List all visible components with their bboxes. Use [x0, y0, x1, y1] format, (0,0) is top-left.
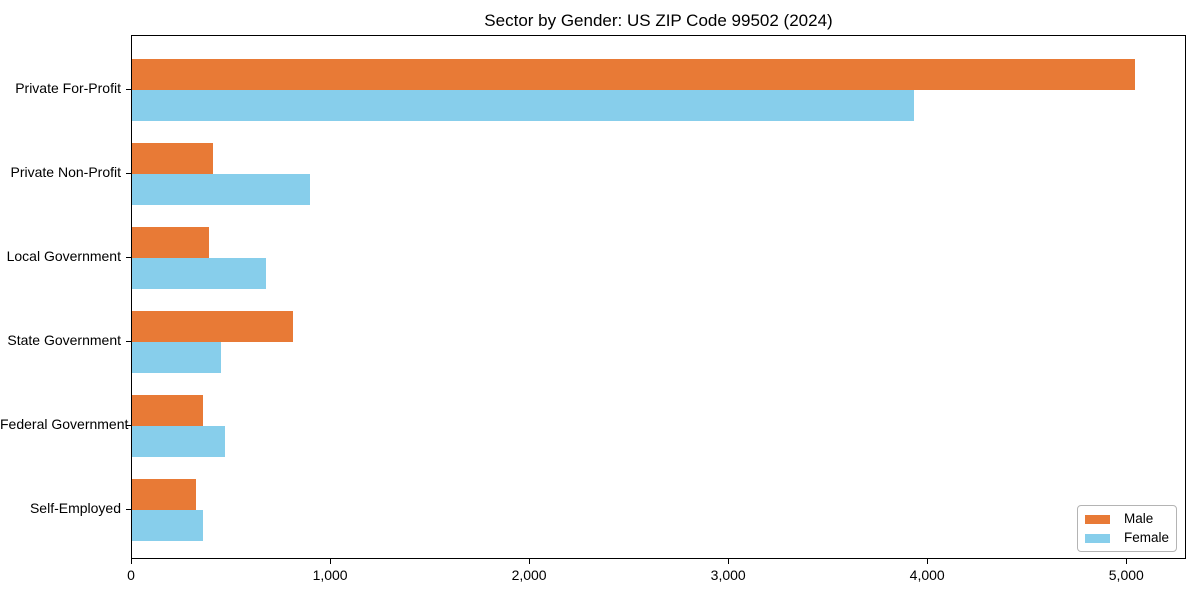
legend-label-female: Female [1123, 530, 1169, 545]
plot-area: Male Female [131, 35, 1186, 559]
x-tick-label-4-000: 4,000 [909, 567, 945, 583]
y-tick-mark [126, 425, 131, 426]
y-tick-label-self-employed: Self-Employed [29, 500, 121, 516]
male-series-swatch [1084, 514, 1110, 524]
x-tick-label-0: 0 [127, 567, 135, 583]
y-tick-label-federal-government: Federal Government [0, 416, 129, 432]
legend-item-female: Female [1084, 530, 1169, 545]
x-tick-label-5-000: 5,000 [1108, 567, 1144, 583]
y-tick-mark [126, 257, 131, 258]
x-tick-label-3-000: 3,000 [710, 567, 746, 583]
y-tick-label-local-government: Local Government [6, 248, 121, 264]
x-tick-mark [529, 559, 531, 564]
y-tick-label-state-government: State Government [7, 332, 121, 348]
y-tick-mark [126, 89, 131, 90]
x-tick-mark [330, 559, 332, 564]
bar-male-local-government [132, 227, 209, 258]
x-tick-mark [728, 559, 730, 564]
y-tick-label-private-non-profit: Private Non-Profit [10, 164, 121, 180]
y-tick-mark [126, 509, 131, 510]
legend-label-male: Male [1123, 511, 1154, 526]
bar-male-private-for-profit [132, 59, 1136, 90]
bar-female-state-government [132, 342, 221, 373]
bar-male-federal-government [132, 395, 203, 426]
legend: Male Female [1076, 505, 1177, 552]
bar-male-state-government [132, 311, 293, 342]
x-tick-mark [927, 559, 929, 564]
bar-female-federal-government [132, 426, 226, 457]
y-tick-mark [126, 173, 131, 174]
x-tick-mark [131, 559, 132, 564]
bar-female-self-employed [132, 510, 203, 541]
bar-male-self-employed [132, 479, 197, 510]
chart-title: Sector by Gender: US ZIP Code 99502 (202… [484, 11, 833, 30]
bar-female-local-government [132, 258, 266, 289]
bar-female-private-for-profit [132, 90, 914, 121]
x-tick-mark [1126, 559, 1128, 564]
y-tick-mark [126, 341, 131, 342]
female-series-swatch [1084, 533, 1110, 543]
legend-item-male: Male [1084, 511, 1169, 526]
y-tick-label-private-for-profit: Private For-Profit [15, 80, 121, 96]
bar-female-private-non-profit [132, 174, 310, 205]
x-tick-label-2-000: 2,000 [511, 567, 547, 583]
x-tick-label-1-000: 1,000 [312, 567, 348, 583]
bar-male-private-non-profit [132, 143, 213, 174]
